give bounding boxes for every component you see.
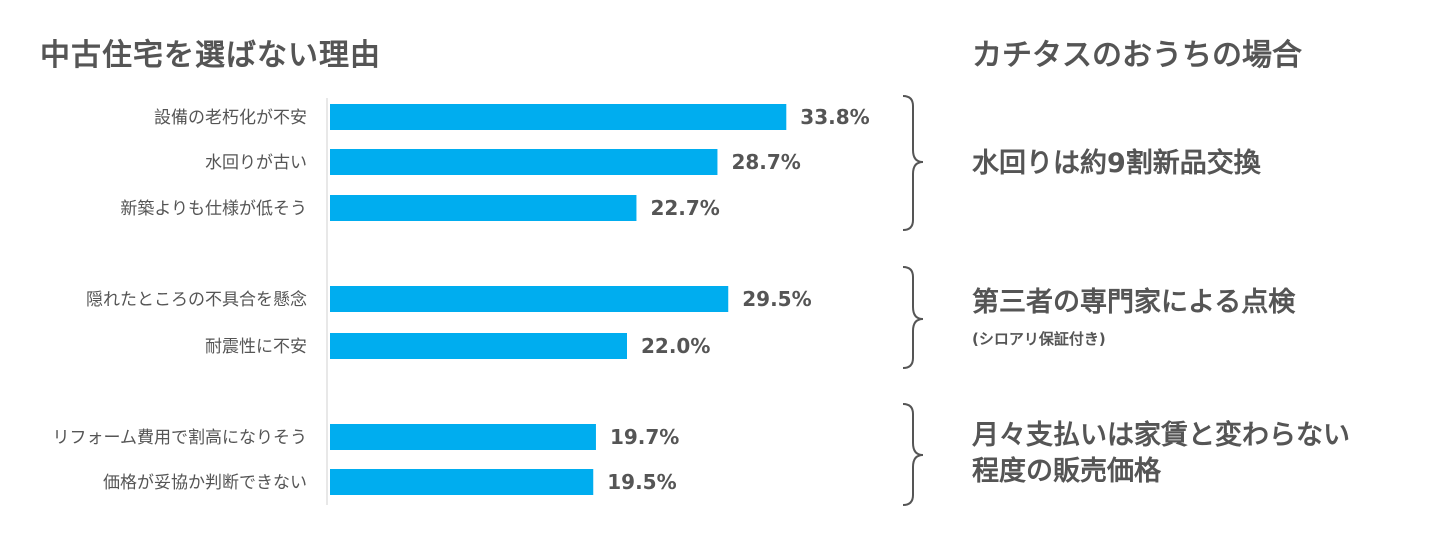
category-label: 耐震性に不安 (205, 337, 307, 357)
bar (330, 424, 596, 450)
category-label: 隠れたところの不具合を懸念 (86, 289, 307, 310)
category-label: リフォーム費用で割高になりそう (53, 428, 308, 448)
bar (330, 469, 594, 495)
note-1-line-1: 水回りは約9割新品交換 (972, 148, 1261, 179)
value-label: 22.0% (641, 334, 710, 358)
value-label: 28.7% (731, 150, 800, 174)
bar (330, 286, 729, 312)
value-label: 22.7% (650, 196, 719, 220)
value-label: 33.8% (800, 105, 869, 129)
note-2-line-1: 第三者の専門家による点検 (972, 287, 1296, 318)
category-label: 新築よりも仕様が低そう (120, 199, 307, 219)
note-2: 第三者の専門家による点検 (972, 285, 1295, 321)
note-3-line-1: 月々支払いは家賃と変わらない (972, 420, 1350, 451)
chart-title: 中古住宅を選ばない理由 (40, 38, 381, 73)
group-brace-1 (902, 95, 924, 231)
category-label: 水回りが古い (205, 153, 307, 173)
benefits-title: カチタスのおうちの場合 (972, 38, 1302, 73)
bar (330, 149, 718, 175)
bar (330, 104, 787, 130)
value-label: 19.7% (610, 425, 679, 449)
note-3-line-2: 程度の販売価格 (972, 456, 1161, 487)
bar (330, 195, 637, 221)
category-label: 設備の老朽化が不安 (154, 108, 307, 128)
category-label: 価格が妥協か判断できない (103, 473, 307, 493)
note-3: 月々支払いは家賃と変わらない 程度の販売価格 (972, 418, 1350, 490)
note-2-sub: (シロアリ保証付き) (972, 330, 1106, 348)
note-1: 水回りは約9割新品交換 (972, 146, 1261, 182)
bar (330, 333, 627, 359)
group-brace-2 (902, 266, 924, 369)
value-label: 19.5% (607, 470, 676, 494)
group-brace-3 (902, 403, 924, 506)
value-label: 29.5% (742, 287, 811, 311)
